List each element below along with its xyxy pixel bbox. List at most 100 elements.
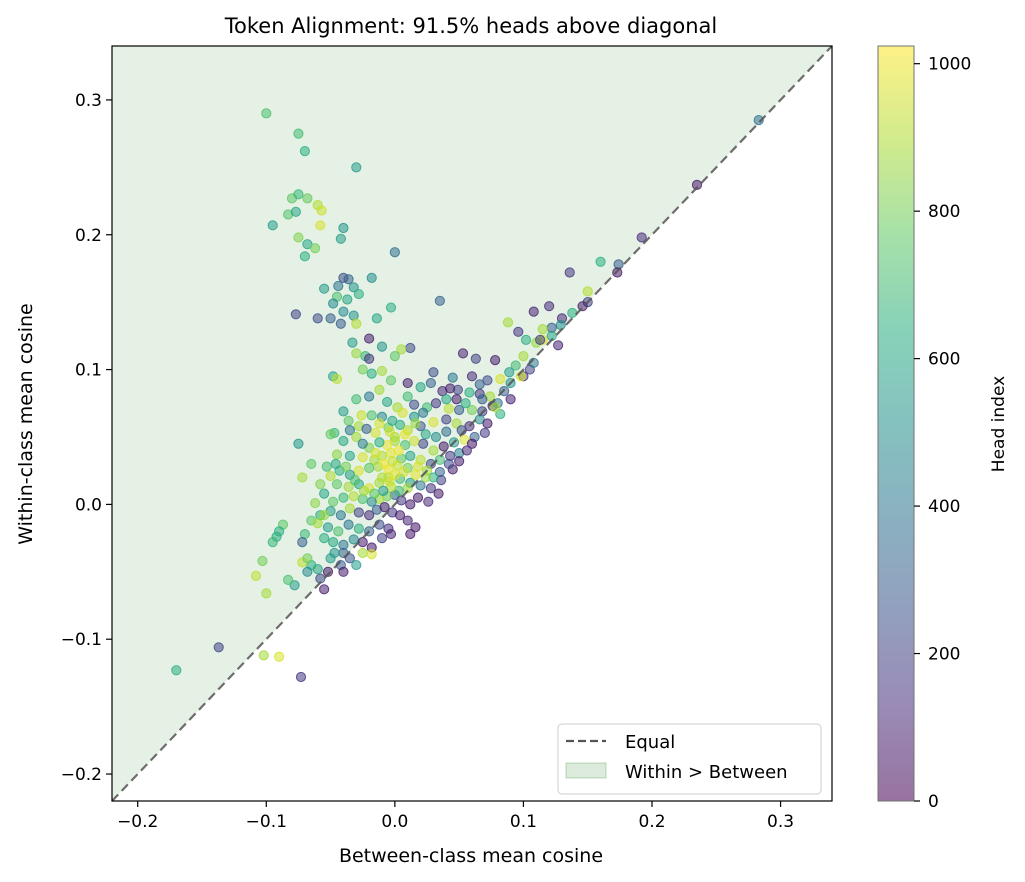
scatter-point: [274, 651, 285, 662]
y-axis-label: Within-class mean cosine: [15, 303, 37, 544]
scatter-point: [331, 479, 343, 490]
scatter-point: [398, 466, 409, 478]
scatter-point: [335, 318, 346, 329]
scatter-point: [466, 404, 478, 416]
scatter-point: [418, 438, 429, 449]
scatter-point: [297, 537, 308, 548]
scatter-point: [338, 222, 349, 234]
scatter-point: [384, 426, 395, 437]
scatter-point: [295, 671, 307, 683]
scatter-point: [385, 375, 397, 386]
scatter-point: [382, 396, 393, 408]
scatter-point: [443, 458, 454, 470]
scatter-point: [330, 458, 341, 470]
scatter-point: [364, 462, 375, 474]
scatter-point: [420, 429, 431, 440]
scatter-point: [328, 537, 339, 548]
scatter-point: [338, 435, 349, 447]
scatter-point: [299, 251, 310, 262]
legend-box: [557, 723, 822, 795]
scatter-point: [364, 333, 375, 344]
scatter-point: [412, 492, 424, 503]
scatter-point: [322, 566, 334, 577]
scatter-point: [366, 410, 377, 421]
scatter-point: [364, 353, 375, 364]
colorbar-tick-label: 200: [928, 645, 960, 665]
scatter-point: [394, 510, 406, 521]
scatter-point: [315, 479, 326, 490]
scatter-point: [312, 518, 323, 529]
scatter-point: [402, 391, 413, 402]
scatter-point: [513, 326, 524, 337]
scatter-point: [441, 394, 452, 405]
scatter-point: [537, 324, 548, 335]
scatter-point: [567, 307, 578, 319]
scatter-point: [495, 373, 506, 385]
colorbar-ticks: 0 200 400 600 800 1000: [914, 55, 971, 812]
scatter-point: [347, 337, 358, 348]
scatter-point: [387, 456, 398, 467]
scatter-point: [338, 406, 349, 417]
scatter-point: [343, 274, 354, 285]
scatter-point: [409, 435, 420, 447]
scatter-point: [470, 353, 481, 364]
scatter-point: [482, 418, 493, 429]
scatter-point: [310, 497, 321, 509]
scatter-point: [319, 488, 330, 499]
colorbar-tick-label: 1000: [928, 55, 971, 75]
legend: Equal Within > Between: [557, 723, 822, 795]
scatter-points: [171, 108, 764, 683]
scatter-point: [490, 402, 501, 413]
scatter-point: [267, 537, 278, 548]
scatter-point: [454, 404, 465, 416]
scatter-point: [351, 348, 362, 359]
scatter-point: [397, 407, 408, 418]
scatter-point: [344, 503, 355, 514]
scatter-point: [343, 519, 354, 530]
x-tick-label: 0.2: [638, 812, 665, 832]
y-tick-label: 0.1: [75, 361, 102, 381]
scatter-point: [466, 438, 478, 449]
x-tick-label: 0.1: [510, 812, 537, 832]
scatter-point: [338, 492, 349, 503]
scatter-point: [302, 566, 313, 577]
scatter-point: [528, 306, 539, 317]
colorbar-tick-label: 0: [928, 792, 939, 812]
x-tick-label: 0.3: [767, 812, 794, 832]
scatter-point: [357, 364, 368, 375]
scatter-point: [479, 427, 490, 439]
x-axis-label: Between-class mean cosine: [339, 845, 603, 867]
scatter-point: [361, 423, 372, 434]
scatter-point: [353, 507, 364, 518]
scatter-point: [261, 588, 272, 599]
scatter-point: [328, 496, 339, 507]
scatter-point: [302, 553, 313, 564]
scatter-point: [353, 465, 364, 476]
scatter-point: [366, 549, 377, 560]
scatter-point: [366, 368, 377, 379]
x-axis-ticks: −0.2 −0.1 0.0 0.1 0.2 0.3: [117, 801, 794, 832]
plot-area: −0.2 −0.1 0.0 0.1 0.2 0.3 −0.2 −0.1 0.0 0.1 0.2 0.…: [61, 45, 833, 832]
scatter-point: [333, 280, 344, 292]
scatter-point: [290, 309, 301, 320]
scatter-point: [353, 288, 364, 300]
scatter-point: [535, 334, 546, 346]
scatter-point: [415, 381, 426, 393]
scatter-point: [374, 384, 385, 395]
scatter-point: [342, 294, 353, 305]
scatter-point: [378, 485, 389, 497]
scatter-point: [376, 472, 388, 483]
scatter-point: [376, 341, 388, 352]
scatter-point: [447, 372, 458, 383]
scatter-point: [394, 419, 406, 430]
scatter-point: [379, 501, 390, 513]
y-tick-label: −0.1: [61, 630, 102, 650]
chart-title: Token Alignment: 91.5% heads above diago…: [224, 14, 718, 38]
scatter-point: [410, 418, 421, 429]
scatter-point: [582, 286, 593, 297]
x-tick-label: −0.2: [117, 812, 158, 832]
scatter-point: [299, 146, 310, 157]
scatter-point: [348, 534, 359, 545]
scatter-point: [451, 394, 462, 405]
